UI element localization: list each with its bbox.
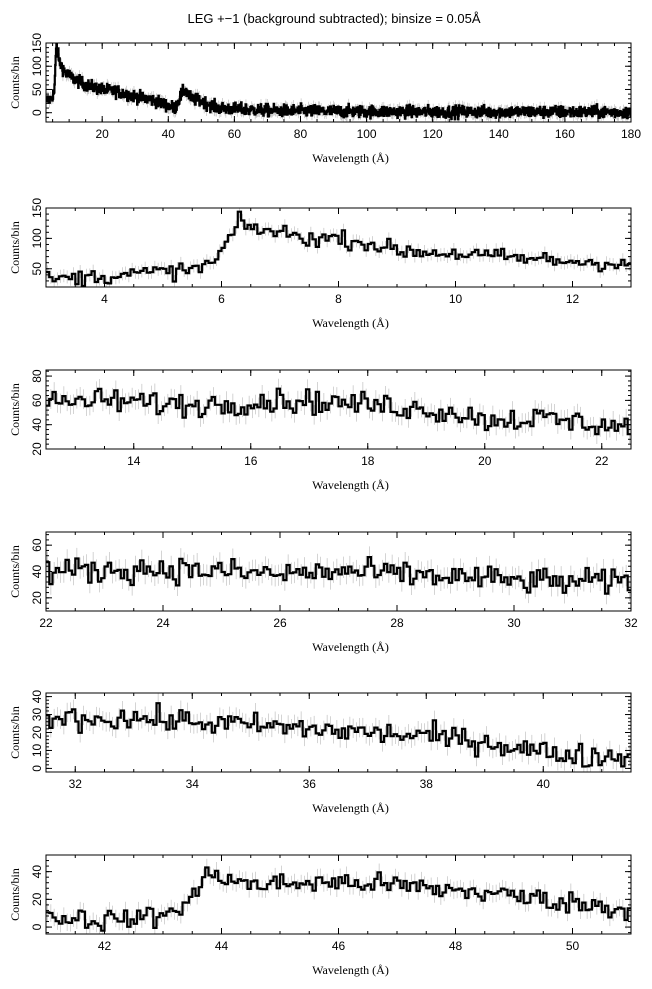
x-tick-label: 60 <box>228 127 242 141</box>
x-tick-label: 40 <box>162 127 176 141</box>
x-tick-label: 4 <box>101 292 108 306</box>
y-tick-label: 0 <box>30 109 44 116</box>
x-axis-label: Wavelength (Å) <box>312 963 389 977</box>
y-tick-label: 150 <box>30 198 44 218</box>
x-tick-label: 30 <box>507 616 521 630</box>
panel-2: 4 6 8 10 12 50 100 150 Wavelength (Å) Counts/bin <box>8 198 632 330</box>
x-tick-label: 160 <box>555 127 575 141</box>
x-tick-label: 20 <box>478 454 492 468</box>
y-tick-label: 80 <box>30 369 44 383</box>
y-tick-label: 0 <box>30 765 44 772</box>
y-tick-label: 150 <box>30 33 44 53</box>
y-tick-label: 10 <box>30 743 44 757</box>
panel-1-spectrum-line <box>46 43 631 121</box>
x-tick-label: 20 <box>96 127 110 141</box>
panel-6-data <box>46 858 631 934</box>
x-tick-label: 48 <box>449 939 463 953</box>
y-tick-label: 20 <box>30 442 44 456</box>
x-tick-label: 18 <box>361 454 375 468</box>
x-tick-label: 16 <box>244 454 258 468</box>
y-tick-label: 100 <box>30 56 44 76</box>
x-tick-label: 22 <box>39 616 53 630</box>
y-tick-label: 30 <box>30 708 44 722</box>
y-axis-label: Counts/bin <box>8 221 22 274</box>
y-tick-label: 100 <box>30 228 44 248</box>
panel-4-spectrum-line <box>46 556 631 595</box>
y-tick-label: 0 <box>30 923 44 930</box>
panel-2-frame <box>45 207 632 288</box>
panel-5: 32 34 36 38 40 0 10 20 30 40 Wavelength (Å) Counts/… <box>8 690 632 815</box>
x-tick-label: 6 <box>218 292 225 306</box>
x-tick-label: 26 <box>273 616 287 630</box>
y-tick-label: 20 <box>30 892 44 906</box>
panel-1-data <box>46 43 631 122</box>
y-tick-label: 40 <box>30 865 44 879</box>
x-tick-label: 120 <box>423 127 443 141</box>
panel-4-data <box>46 546 631 605</box>
x-axis-label: Wavelength (Å) <box>312 640 389 654</box>
panel-2-spectrum-line <box>46 210 631 287</box>
panel-2-error-bars <box>47 208 630 287</box>
x-tick-label: 32 <box>624 616 638 630</box>
x-tick-label: 42 <box>98 939 112 953</box>
x-tick-label: 44 <box>215 939 229 953</box>
figure-title: LEG +−1 (background subtracted); binsize… <box>187 11 480 26</box>
x-tick-label: 50 <box>566 939 580 953</box>
x-tick-label: 24 <box>156 616 170 630</box>
y-axis-label: Counts/bin <box>8 868 22 921</box>
x-tick-label: 22 <box>595 454 609 468</box>
panel-1: 20 40 60 80 100 120 140 160 180 0 50 100 150 Waveleng… <box>8 33 641 165</box>
x-axis-label: Wavelength (Å) <box>312 151 389 165</box>
panel-5-data <box>46 693 631 772</box>
x-tick-label: 180 <box>621 127 641 141</box>
y-tick-label: 20 <box>30 726 44 740</box>
panel-3: 14 16 18 20 22 20 40 60 80 Wavelength (Å) Counts/b… <box>8 369 632 492</box>
x-tick-label: 28 <box>390 616 404 630</box>
x-tick-label: 38 <box>420 777 434 791</box>
x-tick-label: 46 <box>332 939 346 953</box>
x-axis-label: Wavelength (Å) <box>312 316 389 330</box>
x-tick-label: 40 <box>537 777 551 791</box>
x-tick-label: 10 <box>449 292 463 306</box>
y-tick-label: 20 <box>30 591 44 605</box>
y-tick-label: 50 <box>30 262 44 276</box>
x-tick-label: 34 <box>186 777 200 791</box>
y-tick-label: 60 <box>30 538 44 552</box>
panel-3-data <box>46 378 631 445</box>
x-axis-label: Wavelength (Å) <box>312 478 389 492</box>
x-tick-label: 140 <box>489 127 509 141</box>
y-tick-label: 40 <box>30 565 44 579</box>
y-tick-label: 60 <box>30 393 44 407</box>
y-axis-label: Counts/bin <box>8 383 22 436</box>
panel-6: 42 44 46 48 50 0 20 40 Wavelength (Å) Counts/bin <box>8 854 632 977</box>
x-tick-label: 80 <box>294 127 308 141</box>
panel-3-spectrum-line <box>46 387 631 436</box>
y-tick-label: 40 <box>30 418 44 432</box>
panel-6-spectrum-line <box>46 866 631 932</box>
x-axis-label: Wavelength (Å) <box>312 801 389 815</box>
y-axis-label: Counts/bin <box>8 56 22 109</box>
x-tick-label: 36 <box>303 777 317 791</box>
spectrum-panels: 20 40 60 80 100 120 140 160 180050100150Waveleng… <box>8 33 641 977</box>
x-tick-label: 100 <box>357 127 377 141</box>
x-tick-label: 32 <box>69 777 83 791</box>
panel-1-frame <box>45 42 632 123</box>
y-axis-label: Counts/bin <box>8 706 22 759</box>
panel-2-data <box>46 208 631 287</box>
y-tick-label: 40 <box>30 690 44 704</box>
x-tick-label: 8 <box>335 292 342 306</box>
x-tick-label: 14 <box>127 454 141 468</box>
panel-5-spectrum-line <box>46 702 631 768</box>
panel-3-frame <box>45 369 632 450</box>
panel-4: 22 24 26 28 30 32 20 40 60 Wavelength (Å) Counts/b… <box>8 531 638 654</box>
y-tick-label: 50 <box>30 82 44 96</box>
x-tick-label: 12 <box>566 292 580 306</box>
y-axis-label: Counts/bin <box>8 545 22 598</box>
